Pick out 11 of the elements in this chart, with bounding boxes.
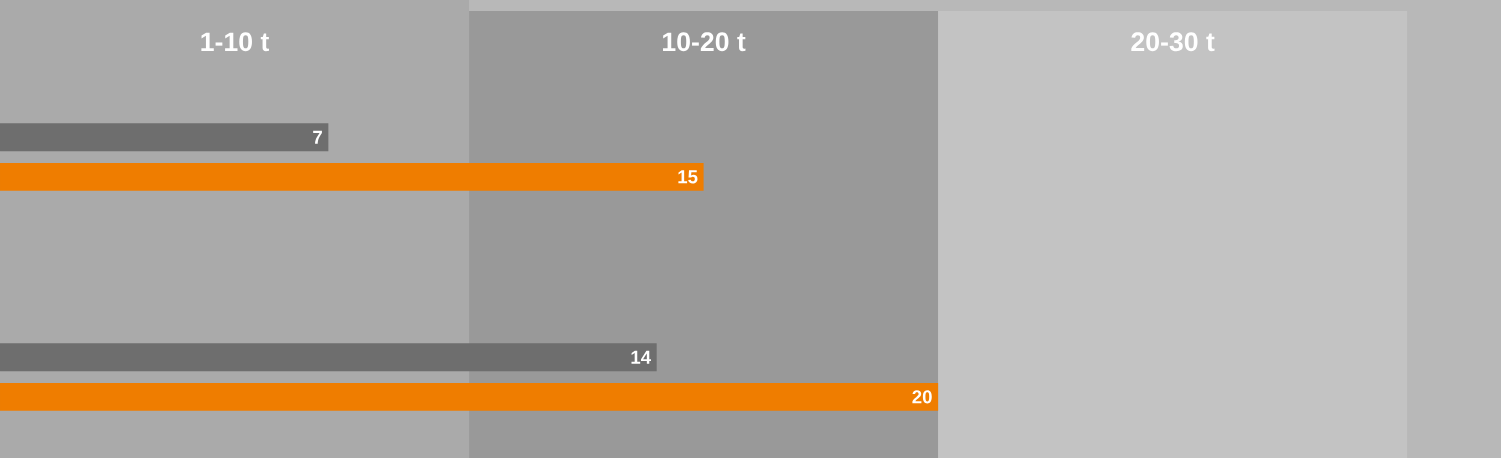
data-label: 15 [678,170,698,184]
data-label: 7 [313,130,322,144]
bar [0,162,704,191]
band-label: 1-10 t [201,32,270,52]
band-label: 20-30 t [1131,32,1215,52]
bar [0,123,329,152]
bar [0,382,939,411]
bar [0,343,657,372]
data-label: 14 [631,350,651,364]
band-label: 10-20 t [663,32,746,52]
data-label: 20 [912,390,932,404]
